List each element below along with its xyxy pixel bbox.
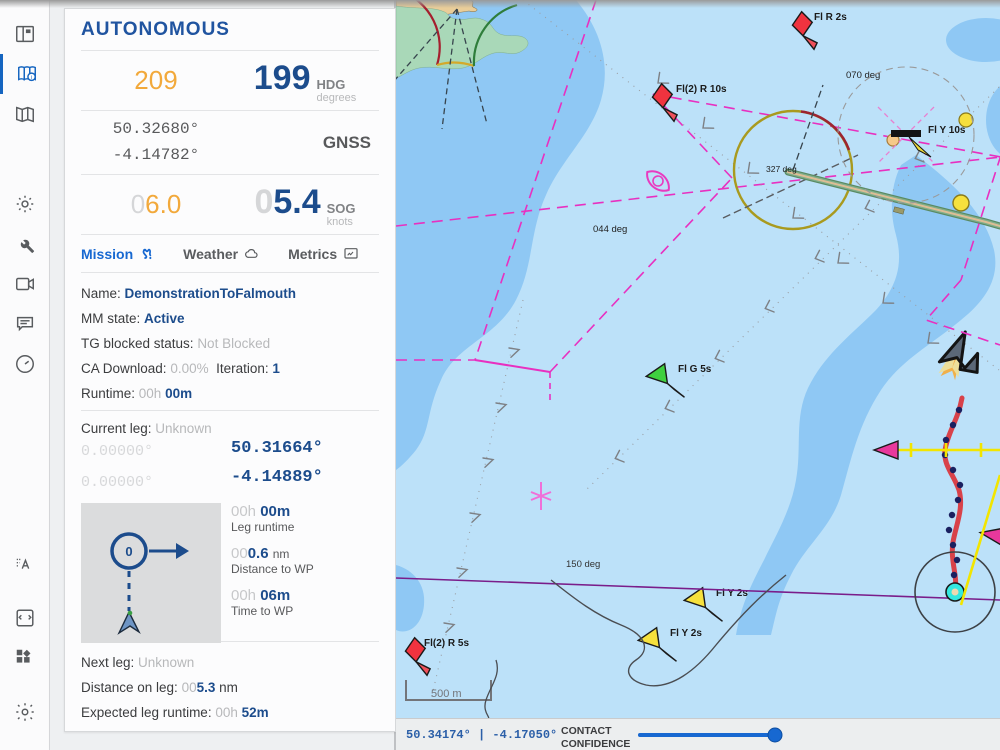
svg-text:327 deg: 327 deg	[766, 164, 797, 174]
svg-text:500 m: 500 m	[431, 688, 462, 700]
svg-text:Fl(2) R 10s: Fl(2) R 10s	[676, 84, 727, 95]
svg-text:Fl R 2s: Fl R 2s	[814, 12, 847, 23]
svg-text:0: 0	[125, 544, 132, 559]
svg-text:Fl Y 10s: Fl Y 10s	[928, 125, 966, 136]
svg-text:070 deg: 070 deg	[846, 70, 880, 81]
svg-text:Fl(2) R 5s: Fl(2) R 5s	[424, 638, 469, 649]
svg-text:Fl Y 2s: Fl Y 2s	[670, 628, 702, 639]
svg-text:044 deg: 044 deg	[593, 224, 627, 235]
svg-text:150 deg: 150 deg	[566, 559, 600, 570]
svg-text:Fl G 5s: Fl G 5s	[678, 364, 712, 375]
svg-text:i: i	[30, 75, 31, 81]
